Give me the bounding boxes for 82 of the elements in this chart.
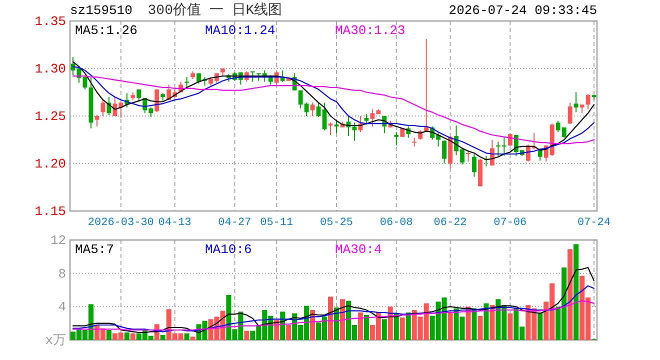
candlestick	[472, 154, 476, 178]
candlestick	[394, 132, 399, 146]
bar	[478, 316, 483, 340]
bar	[358, 312, 363, 340]
y-tick-label: 8	[58, 266, 66, 282]
y-tick-label: x万	[45, 333, 66, 348]
x-tick-label: 05-11	[260, 217, 294, 229]
bar	[394, 313, 399, 340]
candlestick	[280, 70, 285, 82]
candlestick	[106, 96, 112, 116]
candlestick	[568, 102, 572, 124]
bar	[190, 336, 196, 340]
x-tick-label: 06-22	[434, 217, 467, 229]
candlestick	[364, 114, 369, 126]
bar	[466, 306, 471, 340]
bar	[400, 318, 405, 340]
candlestick	[184, 76, 189, 88]
bar	[328, 296, 334, 340]
candlestick	[442, 140, 446, 164]
candlestick	[136, 88, 142, 102]
y-tick-label: 1.15	[34, 204, 66, 219]
bar	[538, 312, 543, 340]
candlestick	[538, 148, 542, 162]
bar	[508, 313, 513, 340]
text: MA10:6	[205, 242, 252, 257]
candlestick	[352, 122, 357, 142]
bar	[484, 303, 489, 340]
candlestick	[328, 122, 333, 136]
bar	[340, 299, 345, 340]
bar	[490, 305, 495, 340]
bar	[574, 244, 579, 340]
bar	[286, 325, 292, 340]
x-tick-label: 07-24	[578, 217, 611, 229]
candlestick	[322, 102, 327, 131]
candlestick	[574, 92, 578, 113]
x-tick-label: 04-27	[218, 217, 252, 229]
text: MA10:1.24	[205, 23, 276, 38]
text: MA5:7	[75, 242, 114, 257]
text: 2026-07-24 09:33:45	[448, 3, 597, 18]
candlestick	[100, 99, 106, 116]
candlestick	[586, 94, 590, 110]
candlestick	[316, 102, 321, 118]
candlestick	[82, 76, 88, 90]
bar	[160, 335, 166, 340]
y-tick-label: 4	[58, 300, 66, 315]
x-tick-label: 07-06	[494, 217, 527, 229]
x-tick-label: 05-25	[320, 217, 353, 229]
text: MA30:4	[335, 242, 382, 257]
bar	[244, 330, 250, 340]
series-label: MA5:1.26	[75, 23, 138, 38]
y-tick-label: 1.25	[34, 109, 66, 124]
candlestick	[310, 102, 315, 116]
candlestick	[358, 116, 363, 133]
bar	[124, 332, 130, 340]
candlestick	[508, 134, 512, 147]
y-tick-label: 1.20	[34, 156, 66, 172]
bar	[184, 333, 190, 340]
candlestick	[268, 74, 273, 86]
chart-title: 300价值 一 日K线图	[148, 2, 282, 19]
candlestick	[94, 114, 100, 127]
bar	[568, 249, 573, 340]
bar	[364, 315, 369, 340]
line-series	[72, 300, 595, 331]
bar	[406, 312, 411, 340]
line-series	[72, 266, 595, 334]
candlestick	[334, 120, 339, 134]
y-tick-label: 12	[50, 233, 66, 248]
chart-subtitle: sz159510	[70, 3, 132, 18]
y-tick-label: 1.30	[34, 62, 66, 76]
bar	[448, 312, 453, 340]
line-series	[72, 285, 595, 332]
bar	[388, 306, 393, 340]
x-tick-label: 2026-03-30	[88, 217, 154, 229]
bar	[130, 333, 136, 340]
x-tick-label: 04-13	[158, 217, 192, 229]
candlestick	[466, 150, 470, 162]
candlestick	[250, 70, 255, 82]
text: MA30:1.23	[335, 23, 406, 38]
bar	[106, 330, 112, 340]
bar	[382, 319, 387, 340]
x-tick-label: 06-08	[380, 217, 413, 229]
y-tick-label: 1.35	[34, 14, 66, 29]
